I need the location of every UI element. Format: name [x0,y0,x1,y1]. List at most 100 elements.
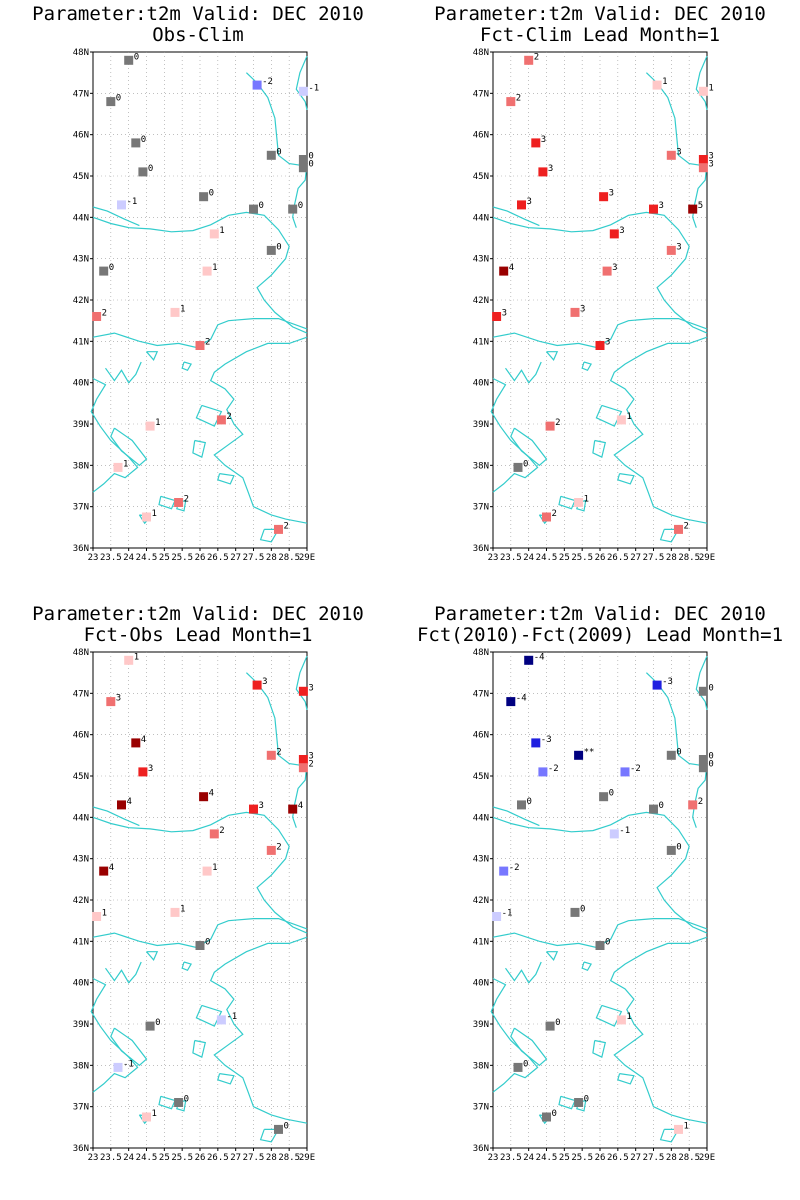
station-value-label: -1 [619,826,630,836]
station-value-label: 1 [102,909,107,919]
station-marker [570,307,580,317]
station-value-label: 3 [708,160,713,170]
station-value-label: -4 [516,694,527,704]
station-marker [666,150,676,160]
station-value-label: 0 [148,164,153,174]
y-tick-label: 36N [73,1144,89,1154]
y-tick-label: 45N [73,772,89,782]
panel-fct-obs: Parameter:t2m Valid: DEC 2010 Fct-Obs Le… [32,603,364,1163]
coastline-segment [595,404,623,427]
coastline-segment [105,361,142,384]
station-marker [538,167,548,177]
station-value-label: 4 [109,863,114,873]
y-tick-label: 37N [73,1103,89,1113]
station-value-label: -2 [262,77,273,87]
panel-title-line1: Parameter:t2m Valid: DEC 2010 [32,3,364,25]
x-tick-label: 28.5 [278,553,300,563]
coastline-segment [146,351,159,362]
map-plot: 36N 37N 38N 39N 40N 41N 42N 43N 44N 45N 46N 47N 48N 2… [73,648,315,1163]
station-marker [117,200,126,210]
coastline-segment [195,1004,223,1027]
station-marker [545,421,555,431]
x-tick-label: 25.5 [571,553,593,563]
station-value-label: 0 [659,801,664,811]
coastline-segment [558,1095,576,1110]
station-marker [698,686,708,696]
station-value-label: 1 [708,83,713,93]
x-tick-label: 24 [123,1153,134,1163]
station-value-label: 0 [308,152,313,162]
station-value-label: 0 [676,747,681,757]
station-marker [142,1112,151,1122]
station-marker [195,341,205,350]
station-marker [113,1062,123,1072]
y-tick-label: 37N [473,503,489,513]
y-tick-label: 43N [73,855,89,865]
station-value-label: 3 [527,197,532,207]
station-value-label: 2 [226,412,231,422]
station-marker [652,80,662,90]
station-value-label: 3 [605,338,610,348]
station-marker [216,415,226,425]
station-marker [298,686,308,696]
station-marker [199,792,209,802]
station-marker [599,192,609,202]
station-value-label: -3 [541,735,552,745]
x-tick-label: 28.5 [678,1153,700,1163]
station-value-label: 0 [276,147,281,157]
coastline-segment [146,951,159,962]
y-tick-label: 40N [73,379,89,389]
station-marker [298,155,308,164]
coastline-segment [158,1095,176,1110]
coastline-segment [92,211,308,334]
station-value-label: 0 [155,1018,160,1028]
station-marker [202,866,212,876]
station-value-label: 2 [308,760,313,770]
map-plot: 36N 37N 38N 39N 40N 41N 42N 43N 44N 45N 46N 47N 48N 2… [473,648,715,1163]
station-marker [492,312,502,321]
station-marker [145,1021,155,1031]
y-tick-label: 42N [473,896,489,906]
x-tick-label: 29E [699,553,715,563]
station-marker [92,912,102,921]
station-value-label: 3 [548,164,553,174]
coastline-segment [92,806,140,827]
x-tick-label: 28 [666,1153,677,1163]
station-marker [524,655,534,665]
x-tick-label: 26 [595,1153,606,1163]
station-value-label: 1 [584,495,589,505]
y-tick-label: 36N [73,544,89,554]
station-marker [288,804,298,814]
station-value-label: 3 [619,226,624,236]
coastline-segment [659,528,680,543]
coastline-segment [617,473,635,485]
station-value-label: -3 [662,677,673,687]
coastline-segment [592,439,607,458]
station-marker [138,167,148,177]
x-tick-label: 29E [699,1153,715,1163]
station-value-label: 0 [298,201,303,211]
station-marker [92,312,102,321]
y-tick-label: 44N [473,213,489,223]
y-tick-label: 46N [473,731,489,741]
x-tick-label: 26.5 [607,1153,629,1163]
y-tick-label: 47N [73,89,89,99]
y-tick-label: 46N [473,131,489,141]
coastline-segment [110,1027,148,1067]
coastline-segment [546,351,559,362]
station-marker [266,845,276,855]
coastline-segment [505,361,542,384]
station-value-label: 3 [259,801,264,811]
station-marker [124,655,134,665]
station-marker [298,755,308,764]
x-tick-label: 27 [230,1153,241,1163]
station-marker [517,800,526,810]
station-marker [545,1021,555,1031]
x-tick-label: 27.5 [243,1153,265,1163]
x-tick-label: 27.5 [643,1153,665,1163]
station-marker [145,421,155,431]
station-value-label: 2 [184,495,189,505]
station-marker [499,866,509,876]
